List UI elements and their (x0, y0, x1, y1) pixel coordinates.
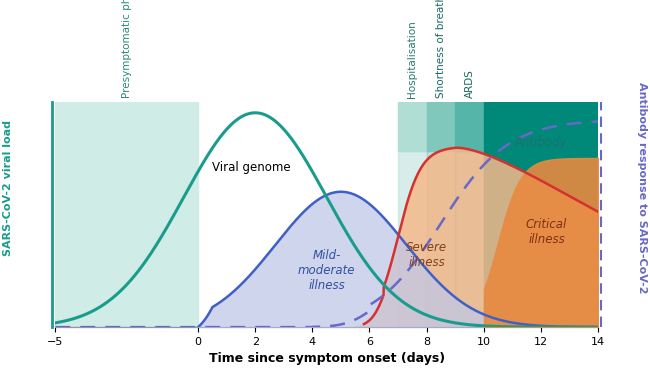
Text: Mild-
moderate
illness: Mild- moderate illness (298, 249, 356, 292)
Bar (426, 151, 455, 327)
Text: Hospitalisation: Hospitalisation (408, 20, 417, 98)
Text: Presymptomatic phase: Presymptomatic phase (122, 0, 132, 98)
Text: Antibody response to SARS-CoV-2: Antibody response to SARS-CoV-2 (637, 82, 647, 294)
Text: Antibody: Antibody (515, 136, 567, 149)
Text: Critical
illness: Critical illness (526, 218, 567, 246)
Bar (484, 102, 598, 327)
Text: ARDS: ARDS (465, 69, 474, 98)
X-axis label: Time since symptom onset (days): Time since symptom onset (days) (209, 352, 445, 365)
Text: Shortness of breath: Shortness of breath (436, 0, 446, 98)
Bar (426, 102, 455, 151)
Bar (455, 102, 484, 151)
Bar (398, 151, 426, 327)
Text: SARS-CoV-2 viral load: SARS-CoV-2 viral load (3, 120, 13, 256)
Text: Viral genome: Viral genome (213, 161, 291, 174)
Text: ICU admission: ICU admission (502, 24, 512, 98)
Bar (455, 151, 484, 327)
Bar (55, 102, 198, 327)
Text: Severe
illness: Severe illness (406, 241, 447, 269)
Bar (398, 102, 426, 151)
